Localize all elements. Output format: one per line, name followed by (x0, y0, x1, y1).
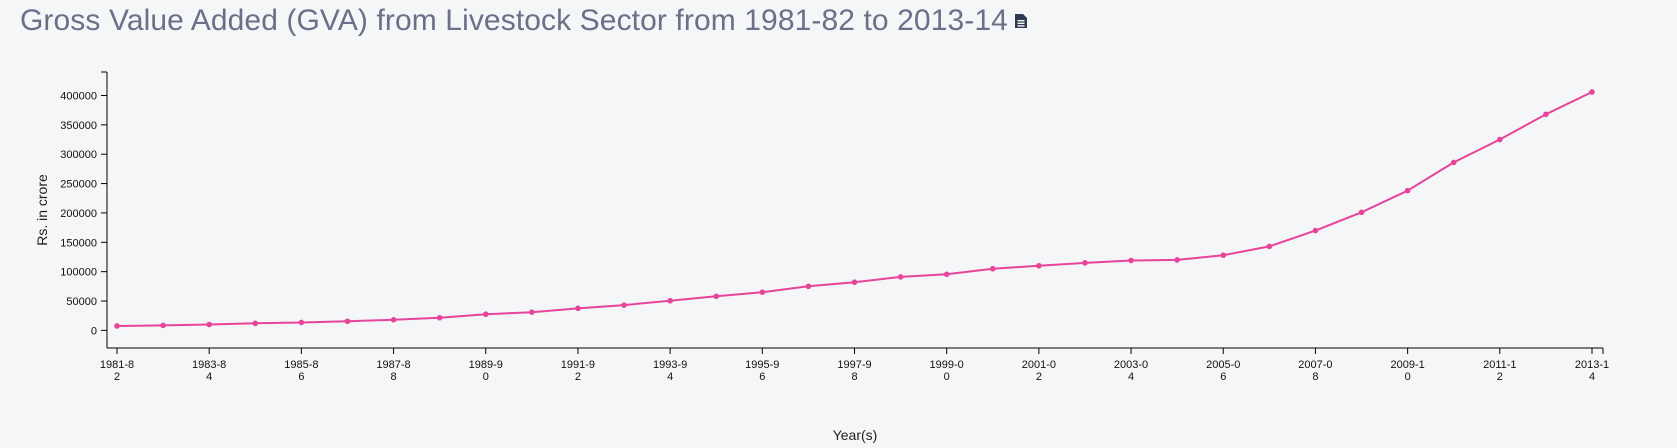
data-point (206, 321, 212, 328)
data-point (713, 293, 720, 300)
y-tick-label: 350000 (60, 120, 97, 132)
x-tick-label: 1995-9 6 (745, 359, 779, 383)
y-tick-label: 200000 (60, 208, 97, 220)
data-point (851, 279, 858, 286)
y-tick-label: 0 (91, 325, 97, 337)
data-point (575, 305, 581, 312)
x-tick-label: 1983-8 4 (192, 359, 226, 383)
data-point (1266, 243, 1273, 250)
x-tick-label: 1997-9 8 (837, 359, 871, 383)
x-tick-label: 2013-1 4 (1575, 359, 1609, 383)
x-tick-label: 1989-9 0 (469, 359, 503, 383)
data-point (1220, 252, 1227, 259)
data-point (667, 297, 673, 304)
data-point (1174, 257, 1180, 263)
x-axis-label: Year(s) (833, 427, 878, 443)
x-tick-label: 2005-0 6 (1206, 359, 1240, 383)
data-point (1589, 89, 1595, 95)
data-point (529, 309, 535, 315)
y-tick-label: 50000 (66, 296, 97, 308)
data-point (805, 283, 812, 290)
data-point (621, 302, 627, 308)
x-tick-label: 1999-0 0 (930, 359, 964, 383)
data-point (759, 289, 766, 296)
chart-title: Gross Value Added (GVA) from Livestock S… (20, 4, 1008, 37)
y-tick-label: 300000 (60, 149, 97, 161)
data-point (1543, 111, 1549, 118)
data-point (1404, 187, 1411, 194)
data-point (897, 274, 904, 280)
data-point (436, 314, 443, 321)
data-point (1036, 262, 1042, 269)
data-point (1497, 136, 1503, 143)
data-point (1450, 159, 1457, 166)
data-point (1358, 209, 1365, 216)
data-point (390, 317, 397, 323)
data-point (1312, 227, 1319, 234)
data-point (114, 323, 120, 329)
y-tick-label: 100000 (60, 267, 97, 279)
document-icon[interactable] (1014, 13, 1028, 29)
x-tick-label: 1981-8 2 (100, 359, 134, 383)
x-tick-label: 2001-0 2 (1022, 359, 1056, 383)
data-point (1128, 257, 1134, 264)
x-tick-label: 2003-0 4 (1114, 359, 1148, 383)
x-tick-label: 2007-0 8 (1298, 359, 1332, 383)
data-point (160, 322, 166, 329)
y-tick-label: 250000 (60, 179, 97, 191)
data-point (943, 271, 950, 278)
series-line (116, 91, 1593, 327)
y-axis-label: Rs. in crore (34, 174, 50, 246)
x-tick-label: 2011-1 2 (1483, 359, 1516, 383)
x-tick-label: 1985-8 6 (284, 359, 318, 383)
x-tick-label: 1993-9 4 (653, 359, 687, 383)
data-point (344, 318, 351, 325)
x-tick-label: 1991-9 2 (561, 359, 595, 383)
data-point (252, 320, 259, 327)
y-tick-label: 400000 (60, 90, 97, 102)
data-point (298, 319, 305, 326)
data-point (1082, 260, 1088, 266)
x-tick-label: 2009-1 0 (1390, 359, 1424, 383)
chart-title-row: Gross Value Added (GVA) from Livestock S… (20, 4, 1028, 38)
data-point (989, 265, 996, 272)
y-tick-label: 150000 (60, 237, 97, 249)
data-point (482, 311, 489, 318)
x-tick-label: 1987-8 8 (376, 359, 410, 383)
